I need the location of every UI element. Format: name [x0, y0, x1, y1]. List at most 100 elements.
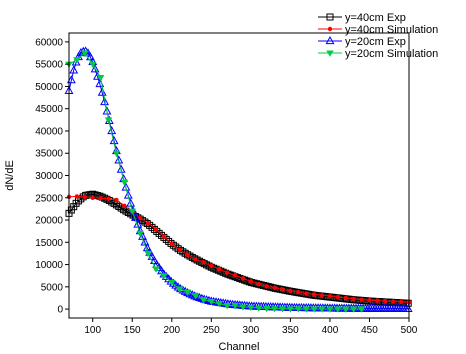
data-point: [122, 203, 127, 208]
data-point: [183, 289, 192, 296]
data-point: [137, 216, 143, 221]
data-point: [270, 306, 279, 313]
data-point: [81, 50, 89, 57]
data-point: [100, 96, 110, 106]
legend-item: y=20cm Exp: [318, 35, 406, 48]
data-point: [148, 223, 156, 231]
y-axis: 0 5000 10000 15000 20000 25000 30000 35000 40000…: [35, 37, 69, 316]
data-point: [168, 279, 176, 287]
data-point: [147, 251, 157, 260]
data-point: [191, 255, 199, 263]
data-point: [149, 255, 159, 265]
data-point: [247, 304, 255, 312]
data-point: [342, 306, 350, 313]
data-point: [390, 299, 396, 304]
data-point: [403, 303, 413, 312]
data-point: [199, 297, 208, 304]
legend-label: y=20cm Exp: [345, 36, 406, 48]
data-point: [167, 239, 175, 247]
data-point: [73, 57, 81, 64]
data-point: [334, 306, 342, 313]
data-point: [69, 65, 79, 74]
data-point: [177, 247, 182, 253]
y-tick-label: 15000: [35, 238, 63, 249]
data-point: [152, 266, 160, 273]
data-point: [278, 306, 287, 313]
legend-item: y=20cm Simulation: [318, 48, 438, 60]
y-tick-label: 40000: [35, 126, 63, 137]
series-2: [66, 194, 412, 305]
x-tick-label: 350: [282, 325, 299, 336]
series-4: [65, 50, 366, 313]
data-point: [121, 182, 131, 191]
x-tick-label: 450: [361, 325, 378, 336]
data-point: [106, 196, 111, 201]
data-point: [304, 291, 309, 296]
plot-area: [64, 46, 413, 313]
data-point: [161, 234, 167, 239]
y-tick-label: 25000: [35, 193, 63, 204]
data-point: [223, 303, 231, 310]
legend-item: y=40cm Exp: [318, 12, 406, 24]
x-tick-label: 300: [243, 325, 260, 336]
data-point: [165, 237, 173, 245]
legend-label: y=40cm Simulation: [345, 24, 438, 36]
data-point: [114, 197, 119, 203]
data-point: [357, 306, 366, 313]
data-point: [155, 229, 163, 237]
series-line: [68, 193, 409, 304]
y-axis-title: dN/dE: [4, 160, 16, 191]
series-line: [68, 195, 410, 303]
data-point: [367, 297, 372, 303]
y-tick-label: 30000: [35, 171, 63, 182]
data-point: [318, 306, 326, 313]
y-tick-label: 20000: [35, 216, 63, 227]
data-point: [262, 305, 271, 313]
data-point: [128, 208, 136, 215]
data-point: [302, 306, 310, 313]
legend-marker: [326, 50, 334, 57]
data-point: [326, 306, 334, 313]
data-point: [294, 306, 303, 313]
legend-marker: [325, 35, 335, 45]
y-tick-label: 55000: [35, 60, 63, 71]
data-point: [209, 263, 214, 269]
data-point: [201, 260, 206, 265]
data-point: [96, 75, 105, 82]
data-point: [160, 273, 168, 280]
y-tick-label: 60000: [35, 37, 63, 48]
legend-marker: [327, 26, 333, 32]
data-point: [351, 296, 356, 302]
data-point: [383, 298, 388, 304]
data-point: [82, 194, 88, 200]
data-point: [88, 61, 97, 68]
data-point: [262, 282, 270, 290]
data-point: [272, 285, 277, 290]
data-point: [398, 299, 404, 305]
data-point: [231, 303, 239, 310]
data-point: [288, 288, 293, 294]
data-point: [404, 299, 412, 307]
data-point: [191, 293, 200, 300]
data-point: [90, 195, 95, 200]
data-point: [310, 306, 318, 313]
y-tick-label: 35000: [35, 149, 63, 160]
data-point: [153, 227, 159, 232]
legend-marker: [326, 13, 334, 21]
data-point: [66, 75, 76, 84]
series-3: [64, 46, 413, 312]
data-point: [255, 305, 263, 312]
y-tick-label: 5000: [41, 282, 64, 293]
data-point: [240, 276, 246, 281]
data-point: [74, 194, 80, 199]
data-point: [143, 220, 151, 228]
data-point: [169, 241, 174, 247]
y-tick-label: 0: [57, 305, 63, 316]
data-point: [72, 199, 80, 207]
data-point: [224, 270, 230, 275]
data-point: [256, 281, 261, 287]
data-point: [319, 293, 325, 298]
data-point: [255, 280, 263, 288]
data-point: [280, 287, 285, 292]
